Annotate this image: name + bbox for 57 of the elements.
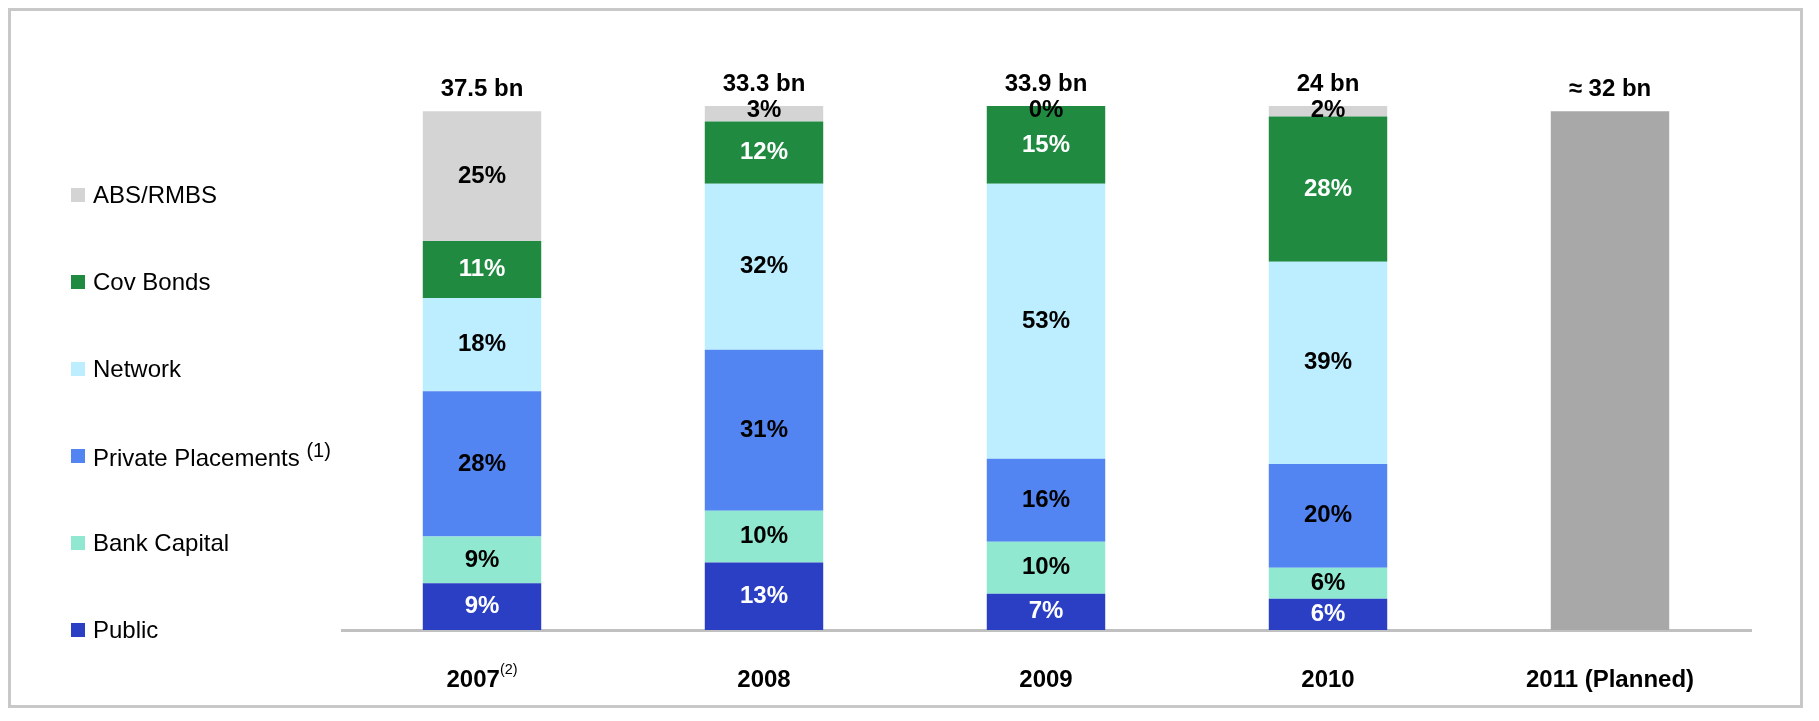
x-tick-label: 2009 (1019, 664, 1073, 692)
data-label: 32% (739, 251, 789, 279)
bar (422, 240, 542, 298)
x-tick-label: 2011 (Planned) (1525, 664, 1695, 692)
bar (986, 458, 1106, 542)
bar (986, 593, 1106, 630)
data-label: 6% (1310, 567, 1346, 595)
bar (704, 510, 824, 563)
data-label: 2% (1310, 94, 1346, 122)
data-label: 6% (1310, 599, 1346, 627)
data-label: 31% (739, 414, 789, 442)
legend-label: Network (93, 354, 182, 383)
bar (1268, 463, 1388, 568)
data-label: 53% (1021, 305, 1071, 333)
data-label: 9% (464, 544, 500, 572)
data-label: 25% (457, 160, 507, 188)
legend-label: Cov Bonds (93, 267, 211, 296)
legend-label: Public (93, 615, 159, 644)
data-label: 13% (739, 580, 789, 608)
data-label: 39% (1303, 347, 1353, 375)
data-label: 12% (739, 137, 789, 165)
data-label: 15% (1021, 129, 1071, 157)
data-label: 18% (457, 329, 507, 357)
bar (704, 183, 824, 350)
data-label: 20% (1303, 500, 1353, 528)
data-label: 10% (1021, 552, 1071, 580)
bar (1550, 111, 1670, 630)
data-label: 3% (746, 94, 782, 122)
data-label: 16% (1021, 484, 1071, 512)
data-label: 9% (464, 591, 500, 619)
annotation: 24 bn (1296, 68, 1360, 96)
legend-label: Private Placements $^{(1)}$ (93, 439, 331, 472)
data-label: 11% (458, 254, 506, 282)
annotation: ≈ 32 bn (1568, 73, 1652, 101)
bar (704, 349, 824, 511)
bar (1268, 261, 1388, 464)
bar (986, 541, 1106, 594)
bar (422, 583, 542, 630)
annotation: 33.3 bn (722, 68, 806, 96)
bar (704, 121, 824, 184)
bar (422, 111, 542, 241)
legend-label: Bank Capital (93, 528, 230, 557)
x-tick-label: 2008 (737, 664, 791, 692)
data-label: 28% (1303, 173, 1353, 201)
bar (1268, 116, 1388, 262)
legend-label: ABS/RMBS (93, 180, 218, 209)
bar (422, 391, 542, 537)
bar (422, 297, 542, 392)
annotation: 37.5 bn (440, 73, 524, 101)
bar (986, 183, 1106, 459)
data-label: 28% (457, 448, 507, 476)
bar (422, 536, 542, 584)
x-tick-label: 2010 (1301, 664, 1355, 692)
data-label: 7% (1028, 596, 1064, 624)
bar (704, 562, 824, 630)
data-label: 10% (739, 521, 789, 549)
annotation: 33.9 bn (1004, 68, 1088, 96)
